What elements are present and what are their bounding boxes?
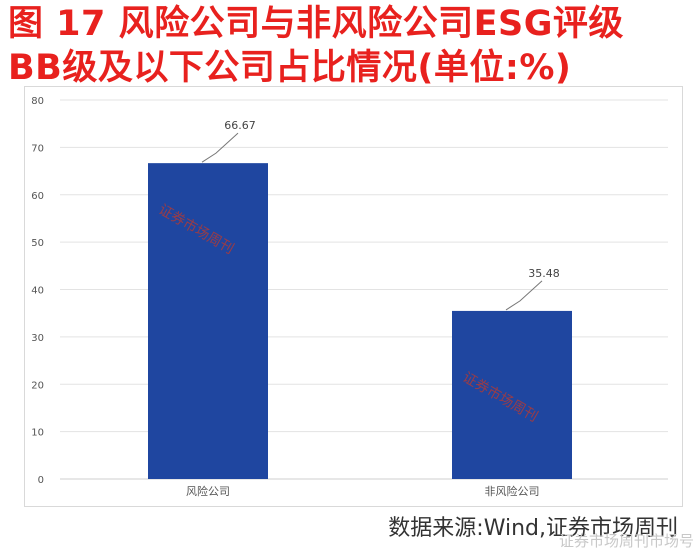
data-label-leader [505,280,543,311]
source-note: 数据来源:Wind,证券市场周刊 [388,516,678,541]
chart-title: 图 17 风险公司与非风险公司ESG评级 BB级及以下公司占比情况(单位:%) [8,2,698,90]
y-tick-label: 10 [31,428,44,439]
y-tick-label: 70 [31,143,44,154]
y-tick-label: 60 [31,191,44,202]
y-tick-label: 50 [31,238,44,249]
bar-0 [148,163,268,479]
bar-1 [452,310,572,479]
x-tick-label: 非风险公司 [485,484,540,498]
data-label: 66.67 [224,119,256,132]
data-label: 35.48 [528,267,560,280]
y-tick-label: 0 [38,475,44,486]
chart-title-line2: BB级及以下公司占比情况(单位:%) [8,48,572,88]
footer-watermark: 证券市场周刊市场号 [558,532,694,550]
chart-title-line1: 图 17 风险公司与非风险公司ESG评级 [8,4,624,44]
y-tick-label: 30 [31,333,44,344]
data-label-leader [201,132,239,163]
y-tick-label: 20 [31,380,44,391]
y-tick-label: 80 [31,96,44,107]
chart-frame [24,86,683,507]
x-tick-label: 风险公司 [186,484,230,498]
y-tick-label: 40 [31,286,44,297]
